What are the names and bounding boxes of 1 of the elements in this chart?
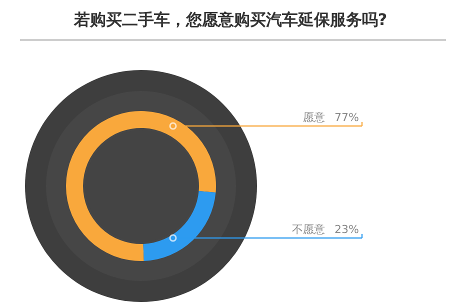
- title: 若购买二手车，您愿意购买汽车延保服务吗?: [74, 10, 388, 29]
